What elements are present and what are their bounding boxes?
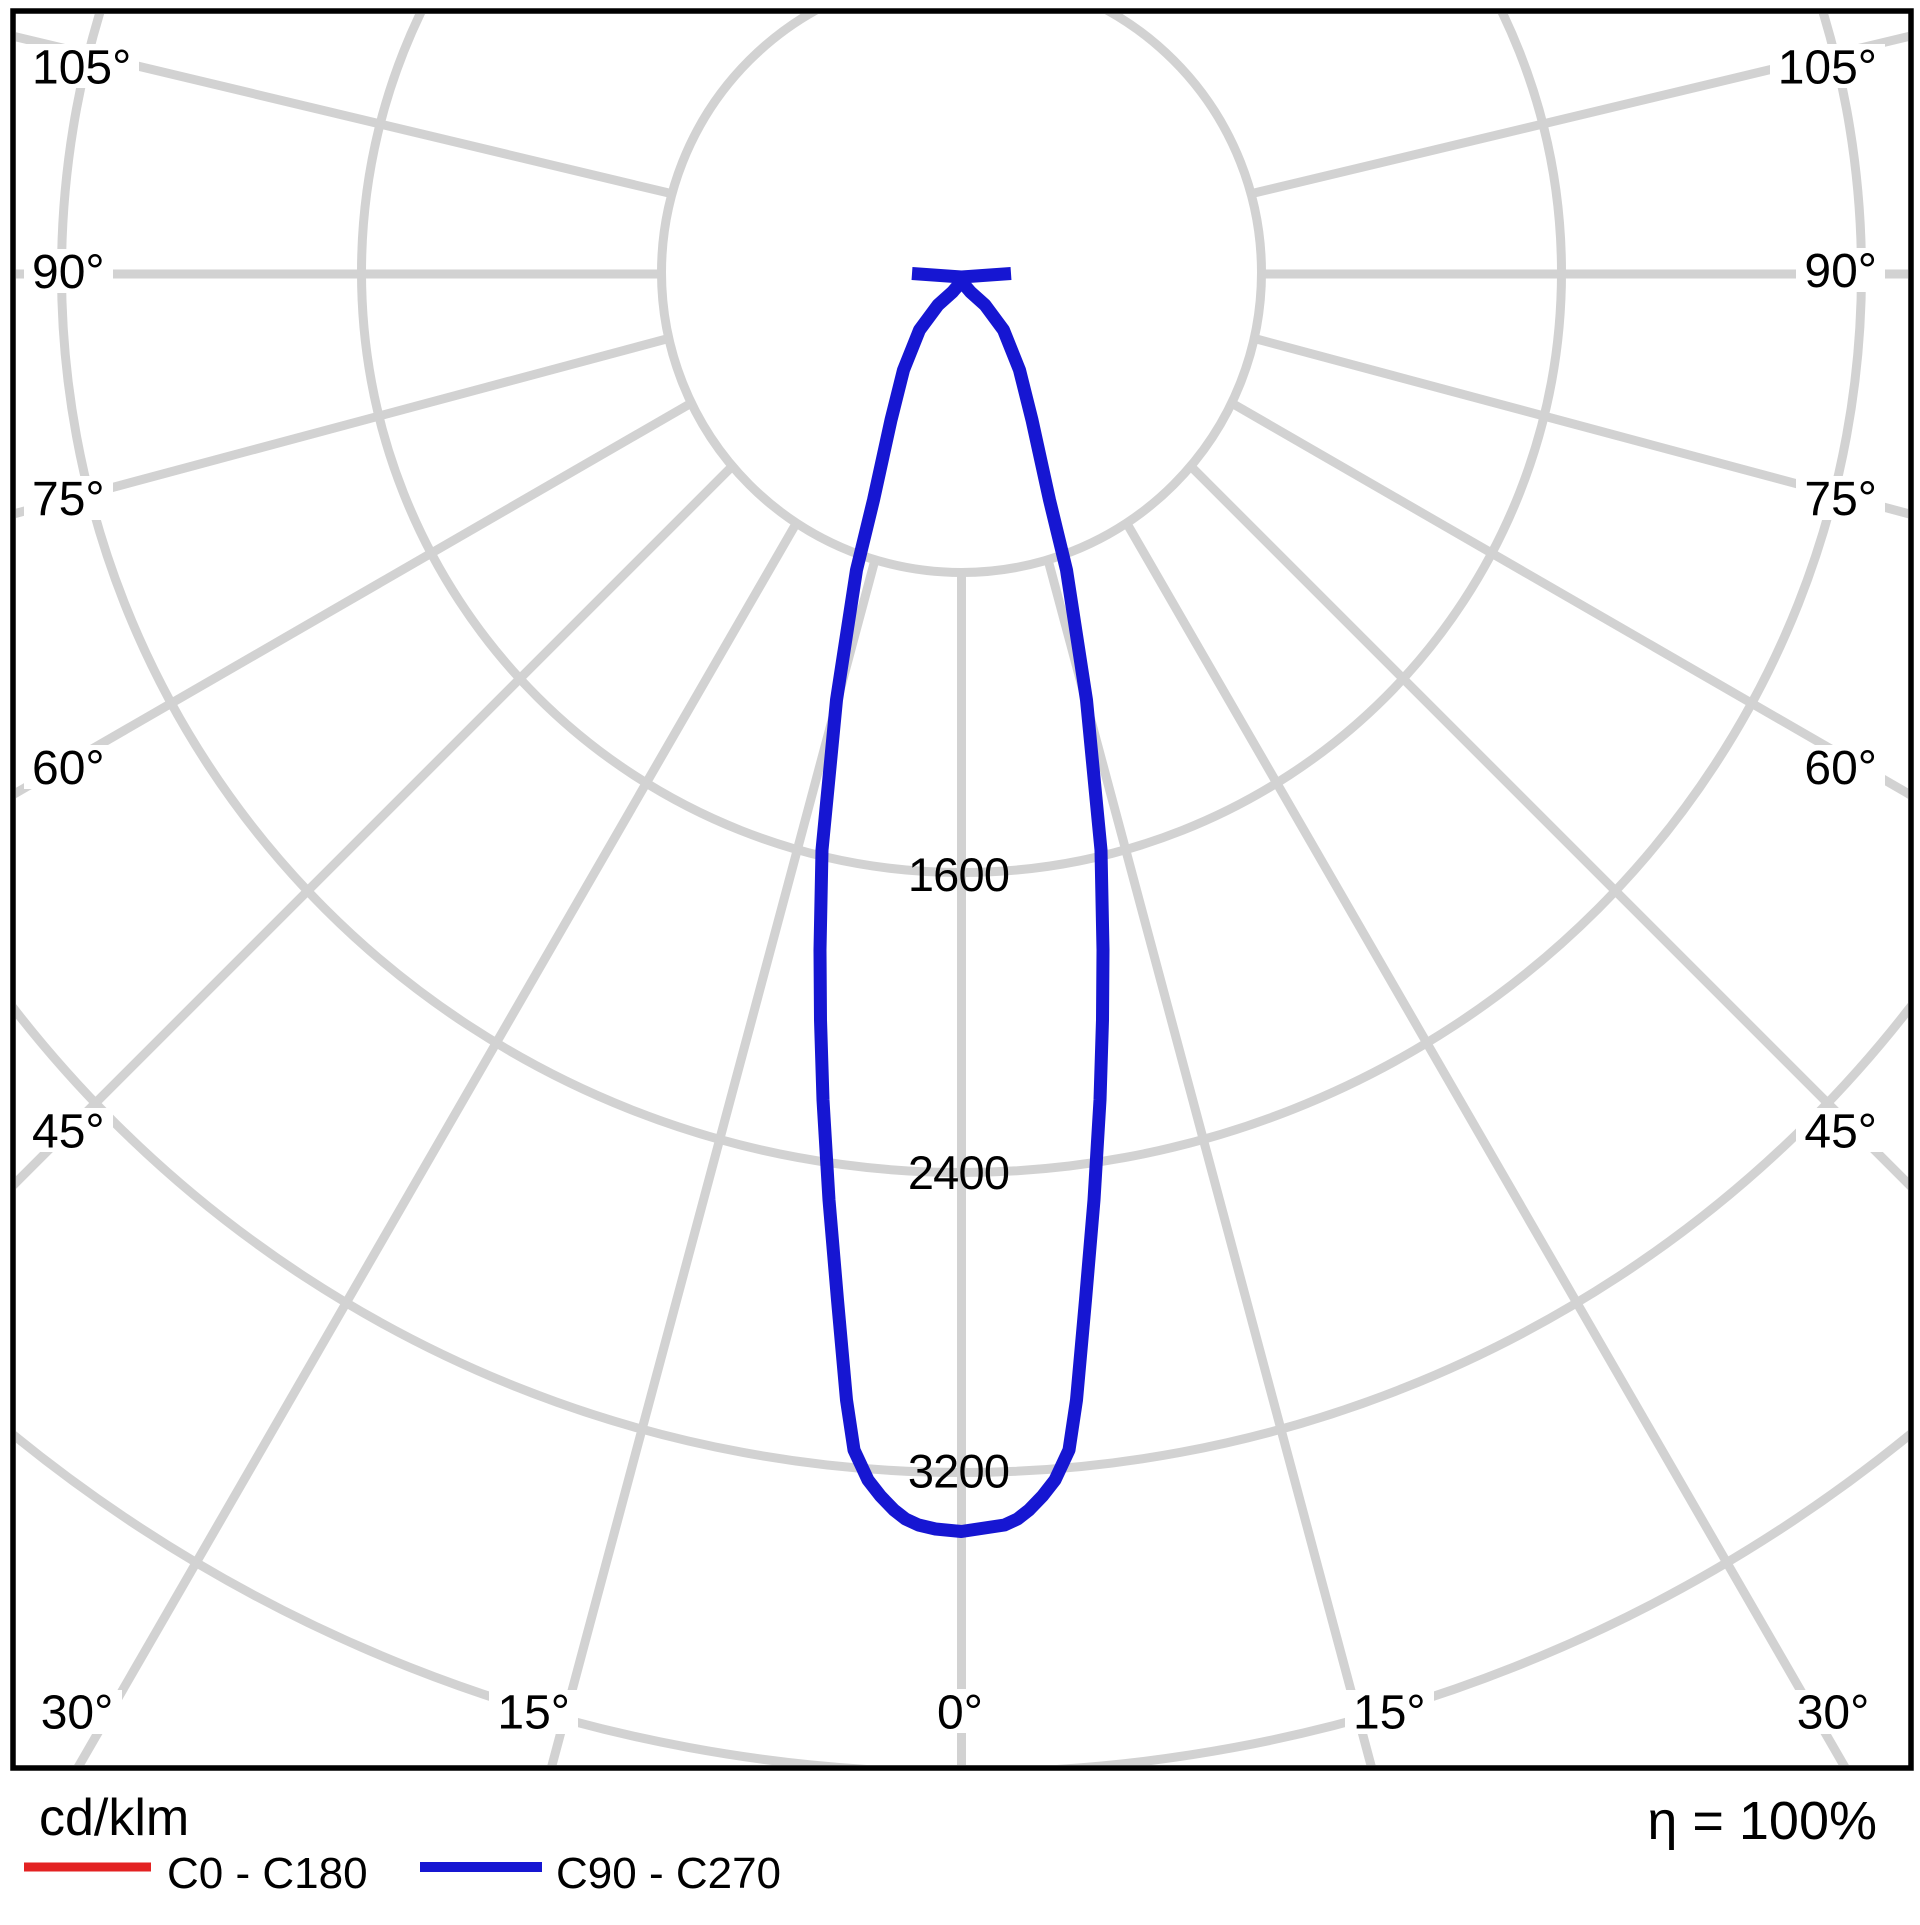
svg-text:60°: 60° — [32, 742, 105, 795]
svg-text:75°: 75° — [1804, 473, 1877, 526]
svg-text:105°: 105° — [1778, 42, 1877, 95]
svg-text:15°: 15° — [1353, 1687, 1426, 1740]
svg-text:C0 - C180: C0 - C180 — [167, 1849, 368, 1898]
svg-text:cd/klm: cd/klm — [39, 1789, 189, 1847]
svg-text:1600: 1600 — [908, 848, 1009, 901]
svg-text:30°: 30° — [41, 1687, 114, 1740]
svg-text:60°: 60° — [1804, 742, 1877, 795]
svg-text:75°: 75° — [32, 473, 105, 526]
svg-text:C90 - C270: C90 - C270 — [556, 1849, 781, 1898]
svg-text:15°: 15° — [497, 1687, 570, 1740]
svg-text:3200: 3200 — [908, 1445, 1009, 1498]
svg-text:90°: 90° — [32, 246, 105, 299]
svg-text:90°: 90° — [1804, 245, 1877, 298]
svg-text:η = 100%: η = 100% — [1647, 1791, 1877, 1851]
svg-text:2400: 2400 — [908, 1146, 1009, 1199]
svg-text:30°: 30° — [1797, 1687, 1870, 1740]
svg-text:45°: 45° — [1804, 1106, 1877, 1159]
svg-text:105°: 105° — [32, 42, 131, 95]
svg-text:0°: 0° — [937, 1687, 983, 1740]
svg-text:45°: 45° — [32, 1106, 105, 1159]
